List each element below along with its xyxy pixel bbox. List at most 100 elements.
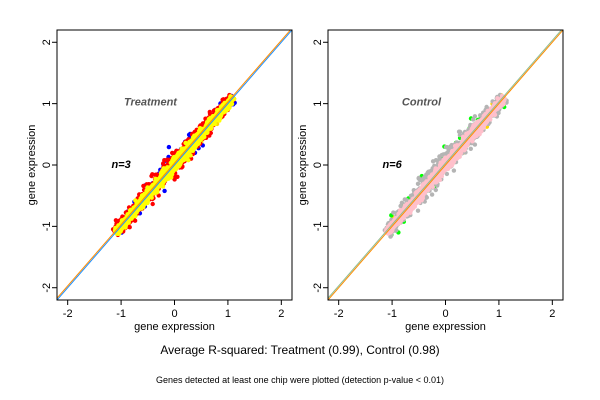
- y-tick-label: 1: [312, 101, 324, 107]
- y-tick-label: -1: [312, 221, 324, 231]
- data-point: [133, 198, 138, 203]
- data-point: [426, 185, 431, 191]
- data-point: [399, 200, 405, 205]
- data-point: [127, 225, 132, 230]
- reference-line: [328, 30, 563, 299]
- data-point: [444, 171, 450, 177]
- y-axis-label: gene expression: [297, 125, 309, 206]
- y-tick-label: 0: [312, 162, 324, 168]
- y-tick-label: -1: [41, 221, 53, 231]
- x-tick-label: 0: [442, 308, 448, 320]
- data-point: [170, 150, 175, 156]
- data-point: [150, 201, 155, 207]
- data-point: [433, 187, 438, 193]
- x-tick-label: -2: [63, 308, 73, 320]
- y-tick-label: -2: [41, 283, 53, 293]
- data-point: [114, 230, 120, 235]
- data-point: [161, 166, 166, 171]
- data-point: [172, 177, 177, 182]
- data-point: [438, 160, 443, 165]
- data-point: [480, 125, 485, 131]
- data-point: [131, 213, 136, 218]
- plot-area: [328, 30, 563, 300]
- data-point: [422, 174, 427, 179]
- data-point: [166, 144, 172, 150]
- data-point: [478, 113, 483, 118]
- data-point: [451, 168, 457, 173]
- data-point: [429, 192, 435, 197]
- data-point: [418, 178, 423, 183]
- data-point: [417, 187, 422, 193]
- reference-line: [57, 30, 292, 300]
- reference-line: [57, 30, 292, 299]
- data-point: [425, 170, 430, 175]
- data-point: [207, 111, 213, 117]
- y-tick-label: 0: [41, 162, 53, 168]
- data-point: [162, 158, 167, 163]
- data-point: [192, 145, 197, 150]
- data-point: [141, 192, 146, 197]
- x-tick-label: 1: [496, 308, 502, 320]
- data-point: [211, 121, 216, 127]
- data-point: [229, 101, 235, 107]
- data-point: [165, 157, 170, 162]
- data-point: [495, 96, 500, 101]
- data-point: [443, 144, 449, 150]
- data-point: [155, 172, 160, 177]
- data-point: [141, 183, 146, 189]
- y-tick-label: 2: [41, 39, 53, 45]
- y-tick-label: -2: [312, 283, 324, 293]
- x-tick-label: 2: [278, 308, 284, 320]
- detection-footnote: Genes detected at least one chip were pl…: [156, 375, 444, 385]
- data-point: [454, 143, 460, 148]
- data-point: [162, 188, 167, 194]
- x-axis-label: gene expression: [134, 321, 215, 333]
- data-point: [154, 188, 159, 193]
- data-point: [484, 104, 489, 110]
- panel-title: Control: [402, 96, 442, 108]
- data-point: [186, 158, 191, 163]
- data-point: [441, 157, 446, 163]
- data-point: [430, 159, 436, 164]
- plot-area: [57, 30, 292, 300]
- data-point: [461, 147, 466, 152]
- data-point: [454, 155, 459, 160]
- scatter-panel-control: -2 -1 0 1 2 -2 -1 0 1 2 gene expression gene expres…: [297, 29, 564, 333]
- data-point: [415, 181, 421, 186]
- data-point: [173, 158, 178, 163]
- data-point: [176, 151, 181, 156]
- x-tick-label: 1: [225, 308, 231, 320]
- sample-count-label: n=6: [382, 159, 402, 171]
- data-point: [195, 141, 200, 147]
- y-axis-label: gene expression: [26, 125, 38, 206]
- data-point: [113, 218, 119, 223]
- x-axis-label: gene expression: [405, 321, 486, 333]
- data-point: [391, 210, 396, 215]
- y-tick-label: 2: [312, 39, 324, 45]
- x-tick-label: 2: [549, 308, 555, 320]
- data-point: [441, 170, 446, 175]
- data-point: [150, 172, 155, 177]
- data-point: [460, 134, 466, 139]
- y-tick-label: 1: [41, 101, 53, 107]
- data-point: [142, 202, 147, 207]
- x-tick-label: -1: [116, 308, 126, 320]
- data-point: [123, 222, 128, 228]
- data-point: [457, 150, 462, 155]
- data-point: [181, 157, 187, 163]
- data-point: [501, 102, 506, 107]
- data-point: [449, 142, 454, 148]
- x-tick-label: 0: [171, 308, 177, 320]
- x-tick-label: -1: [387, 308, 397, 320]
- r-squared-caption: Average R-squared: Treatment (0.99), Con…: [160, 343, 440, 357]
- data-point: [415, 208, 421, 213]
- scatter-panel-treatment: -2 -1 0 1 2 -2 -1 0 1 2 gene expression gene expres…: [26, 29, 293, 333]
- x-tick-label: -2: [334, 308, 344, 320]
- data-point: [132, 218, 138, 223]
- reference-line: [328, 30, 563, 300]
- panel-title: Treatment: [124, 96, 178, 108]
- data-point: [468, 146, 473, 151]
- sample-count-label: n=3: [111, 159, 130, 171]
- data-point: [456, 129, 462, 134]
